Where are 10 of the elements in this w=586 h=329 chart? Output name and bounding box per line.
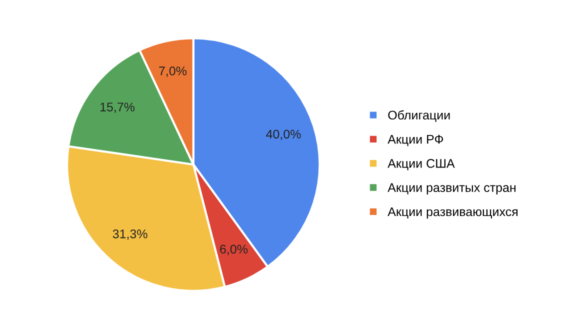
data-label: 15,7%	[100, 102, 135, 113]
data-label: 31,3%	[112, 229, 148, 240]
legend-label: Акции РФ	[388, 134, 443, 146]
legend-label: Акции развивающихся	[388, 207, 518, 219]
data-label: 6,0%	[220, 244, 248, 256]
data-label: 40,0%	[266, 130, 301, 140]
data-label: 7,0%	[159, 66, 187, 77]
legend-label: Акции США	[388, 159, 455, 170]
legend-label: Акции развитых стран	[388, 183, 516, 194]
legend-label: Облигации	[388, 110, 450, 122]
